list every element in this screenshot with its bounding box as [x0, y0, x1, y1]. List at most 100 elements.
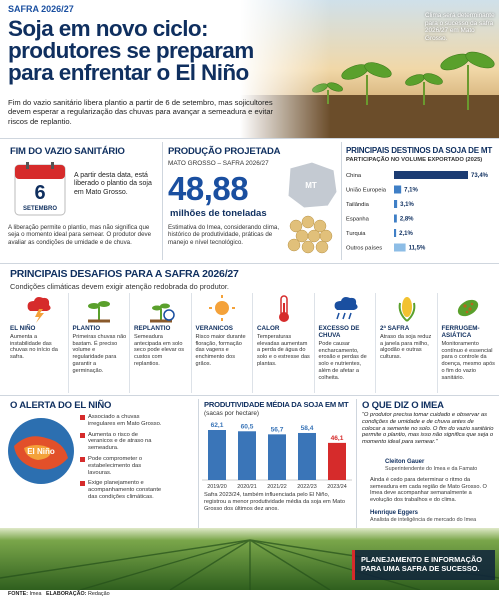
category-label: 2023/24 — [327, 484, 347, 490]
decoration — [468, 307, 472, 311]
map-label: MT — [305, 181, 317, 190]
decoration — [249, 539, 331, 590]
decoration — [98, 301, 110, 307]
decoration — [336, 312, 340, 320]
decoration — [301, 240, 315, 254]
chart-subtitle: PARTICIPAÇÃO NO VOLUME EXPORTADO (2025) — [346, 157, 483, 163]
value-label: 7,1% — [404, 188, 418, 194]
decoration — [457, 299, 479, 317]
alert-bullet: Aumenta o risco de veranicos e de atraso… — [80, 432, 162, 452]
production-note: Estimativa do Imea, considerando clima, … — [168, 224, 280, 246]
value-label: 46,1 — [331, 435, 344, 442]
chart-title: PRINCIPAIS DESTINOS DA SOJA DE MT — [346, 146, 493, 155]
title-line: Soja em novo ciclo: — [8, 16, 209, 41]
globe-label: El Niño — [27, 447, 55, 456]
decoration — [398, 302, 408, 322]
decoration — [319, 229, 333, 243]
decoration — [301, 215, 315, 229]
title-line: para enfrentar o El Niño — [8, 60, 249, 85]
challenge-icon — [88, 301, 110, 323]
quote: “O produtor precisa tomar cuidado e obse… — [362, 412, 494, 446]
title: Soja em novo ciclo: produtores se prepar… — [8, 16, 254, 85]
category-label: 2020/21 — [237, 484, 257, 490]
decoration — [278, 312, 289, 322]
decoration — [51, 162, 54, 169]
vazio-text: A partir desta data, está liberado o pla… — [74, 172, 152, 196]
decoration — [465, 310, 469, 314]
quote-name: Cleiton Gauer — [385, 459, 425, 465]
banner-box: PLANEJAMENTO E INFORMAÇÃO PARA UMA SAFRA… — [352, 550, 495, 580]
quote-role: Superintendente do Imea e da Famato — [385, 466, 478, 472]
challenge-title: REPLANTIO — [134, 325, 171, 332]
challenge-icon — [149, 303, 175, 323]
alert-list: Associado a chuvas irregulares em Mato G… — [80, 414, 162, 505]
challenge-item: 2ª SAFRA Atraso da soja reduz a janela pa… — [375, 293, 437, 393]
bar — [238, 431, 256, 480]
decoration — [287, 238, 301, 252]
value-label: 2,8% — [400, 217, 414, 223]
banner: PLANEJAMENTO E INFORMAÇÃO PARA UMA SAFRA… — [361, 555, 482, 573]
decoration — [342, 312, 346, 320]
calendar-month: SETEMBRO — [23, 206, 57, 212]
challenge-icon — [398, 297, 415, 322]
decoration — [169, 539, 251, 590]
divider — [162, 142, 163, 260]
decoration — [34, 309, 44, 323]
decoration — [348, 312, 352, 320]
globe-icon: El Niño — [8, 418, 74, 484]
bar — [394, 171, 468, 179]
challenge-text: Pode causar encharcamento, erosão e perd… — [318, 341, 367, 381]
value-label: 60,5 — [241, 423, 254, 430]
decoration — [0, 539, 499, 590]
challenge-title: VERANICOS — [195, 325, 233, 332]
vazio-note: A liberação permite o plantio, mas não s… — [8, 224, 152, 246]
section-title: O ALERTA DO EL NIÑO — [10, 400, 112, 411]
section-title: PRINCIPAIS DESAFIOS PARA A SAFRA 2026/27 — [10, 268, 239, 280]
footer-text: Imea — [29, 591, 42, 597]
section-title: PRODUÇÃO PROJETADA — [168, 146, 281, 157]
category-label: Tailândia — [346, 202, 370, 208]
decoration — [159, 303, 170, 309]
decoration — [88, 303, 100, 309]
calendar-icon: 6 SETEMBRO — [14, 162, 66, 216]
bar — [394, 200, 398, 208]
bar — [298, 432, 316, 480]
bar — [268, 434, 286, 480]
challenge-item: EXCESSO DE CHUVA Pode causar encharcament… — [313, 293, 376, 393]
value-label: 56,7 — [271, 426, 284, 433]
footer: FONTE: Imea ELABORAÇÃO: Redação — [8, 591, 110, 597]
challenge-title: 2ª SAFRA — [380, 325, 410, 332]
bar — [394, 214, 397, 223]
challenge-icon — [209, 295, 235, 321]
decoration — [27, 297, 51, 311]
decoration — [287, 161, 338, 209]
challenge-icon — [334, 297, 358, 320]
bar — [208, 430, 226, 480]
decoration — [209, 295, 235, 321]
bar — [328, 442, 346, 480]
challenge-text: Aumenta a instabilidade das chuvas no in… — [10, 334, 58, 361]
alert-bullet: Pode comprometer o estabelecimento das l… — [80, 456, 162, 476]
challenge-icon — [27, 297, 51, 323]
productivity-chart: 62,1 2019/20 60,5 2020/21 56,7 2021/22 58,4 202… — [202, 422, 352, 490]
decoration — [289, 219, 303, 233]
production-unit: milhões de toneladas — [170, 208, 267, 219]
statement: Ainda é cedo para determinar o ritmo da … — [370, 477, 487, 503]
destinations-chart: China 73,4% União Europeia 7,1% Tailândia 3,1… — [346, 171, 489, 252]
decoration — [307, 229, 321, 243]
decoration — [405, 302, 415, 322]
decoration — [26, 162, 29, 169]
alert-bullet: Associado a chuvas irregulares em Mato G… — [80, 414, 162, 428]
statement-role: Analista de inteligência de mercado do I… — [370, 517, 477, 523]
lead: Fim do vazio sanitário libera plantio a … — [8, 98, 274, 126]
decoration — [249, 539, 421, 590]
category-label: China — [346, 173, 362, 179]
title-line: produtores se preparam — [8, 38, 254, 63]
category-label: 2022/23 — [297, 484, 317, 490]
decoration — [401, 297, 412, 317]
footer-text: Redação — [87, 591, 110, 597]
chart-subtitle: (sacas por hectare) — [204, 410, 260, 417]
map-icon: MT — [287, 161, 338, 254]
decoration — [240, 0, 499, 138]
challenge-text: Semeadura antecipada em solo seco pode e… — [134, 334, 185, 367]
